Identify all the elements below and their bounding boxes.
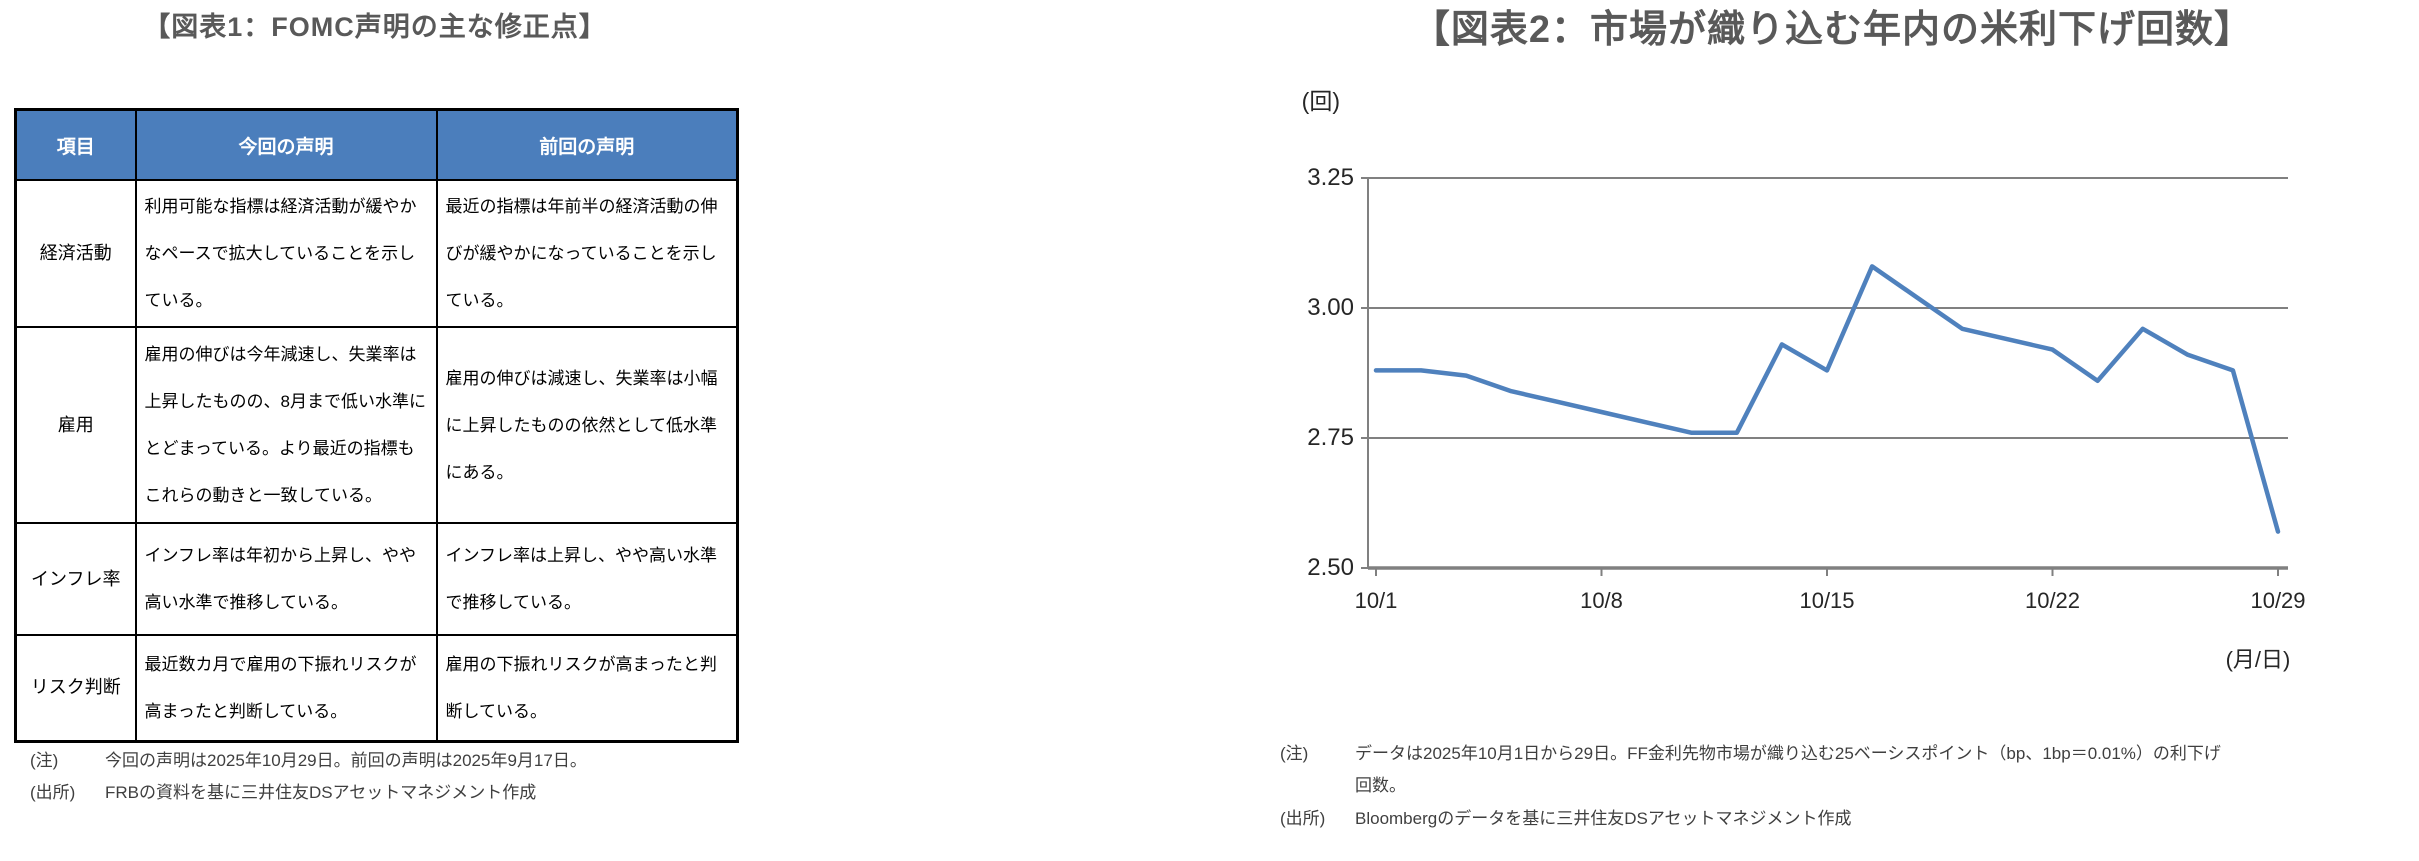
source-text: Bloombergのデータを基に三井住友DSアセットマネジメント作成: [1355, 808, 1852, 828]
item-cell: リスク判断: [14, 634, 137, 742]
figure1-title: 【図表1：FOMC声明の主な修正点】: [143, 12, 607, 42]
note-text: 今回の声明は2025年10月29日。前回の声明は2025年9月17日。: [105, 751, 587, 770]
x-tick-label: 10/22: [2024, 588, 2081, 613]
item-cell: インフレ率: [14, 522, 137, 636]
x-tick-label: 10/8: [1580, 588, 1623, 613]
line-chart-plot: [1361, 177, 2288, 576]
y-tick-label: 2.50: [1307, 554, 1354, 581]
previous-statement-cell: インフレ率は上昇し、やや高い水準で推移している。: [435, 522, 739, 636]
y-tick-label: 2.75: [1307, 424, 1354, 451]
x-tick-label: 10/29: [2250, 588, 2306, 613]
header-previous-statement: 前回の声明: [435, 108, 739, 181]
figure1-notes: (注) 今回の声明は2025年10月29日。前回の声明は2025年9月17日。 …: [30, 745, 730, 810]
y-tick-label: 3.25: [1307, 164, 1354, 191]
x-tick-label: 10/1: [1354, 588, 1398, 613]
y-axis-unit-label: (回): [1301, 88, 1340, 114]
source-text: FRBの資料を基に三井住友DSアセットマネジメント作成: [105, 783, 537, 803]
previous-statement-cell: 雇用の伸びは減速し、失業率は小幅に上昇したものの依然として低水準にある。: [435, 326, 739, 524]
table-row: 雇用 雇用の伸びは今年減速し、失業率は上昇したものの、8月まで低い水準にとどまっ…: [14, 326, 739, 524]
x-tick-label: 10/15: [1799, 588, 1855, 613]
figure1-panel: 【図表1：FOMC声明の主な修正点】 項目 今回の声明 前回の声明 経済活動 利…: [14, 10, 739, 850]
table-header-row: 項目 今回の声明 前回の声明: [14, 108, 739, 181]
note-label: (注): [1280, 744, 1309, 763]
note-label: (注): [30, 751, 59, 770]
item-cell: 雇用: [14, 326, 137, 524]
note-line: (注) データは2025年10月1日から29日。FF金利先物市場が織り込む25ベ…: [1280, 738, 2400, 803]
header-item: 項目: [14, 108, 137, 181]
x-axis-unit-label: (月/日): [2225, 647, 2291, 672]
note-text: データは2025年10月1日から29日。FF金利先物市場が織り込む25ベーシスポ…: [1355, 744, 2221, 796]
figure2-notes: (注) データは2025年10月1日から29日。FF金利先物市場が織り込む25ベ…: [1280, 738, 2400, 835]
note-line: (注) 今回の声明は2025年10月29日。前回の声明は2025年9月17日。: [30, 745, 730, 777]
figure2-title: 【図表2：市場が織り込む年内の米利下げ回数】: [1411, 9, 2254, 51]
current-statement-cell: インフレ率は年初から上昇し、やや高い水準で推移している。: [134, 522, 438, 636]
table-row: 経済活動 利用可能な指標は経済活動が緩やかなペースで拡大していることを示している…: [14, 179, 739, 328]
table-row: リスク判断 最近数カ月で雇用の下振れリスクが高まったと判断している。 雇用の下振…: [14, 634, 739, 742]
figure2-panel: 【図表2：市場が織り込む年内の米利下げ回数】 (回) (月/日) 3.25 3.0…: [1246, 8, 2419, 856]
chart-canvas: [1361, 177, 2288, 576]
header-current-statement: 今回の声明: [134, 108, 438, 181]
current-statement-cell: 雇用の伸びは今年減速し、失業率は上昇したものの、8月まで低い水準にとどまっている…: [134, 326, 438, 524]
source-line: (出所) FRBの資料を基に三井住友DSアセットマネジメント作成: [30, 777, 730, 809]
previous-statement-cell: 雇用の下振れリスクが高まったと判断している。: [435, 634, 739, 742]
item-cell: 経済活動: [14, 179, 137, 328]
current-statement-cell: 最近数カ月で雇用の下振れリスクが高まったと判断している。: [134, 634, 438, 742]
previous-statement-cell: 最近の指標は年前半の経済活動の伸びが緩やかになっていることを示している。: [435, 179, 739, 328]
source-label: (出所): [1280, 808, 1326, 828]
table-row: インフレ率 インフレ率は年初から上昇し、やや高い水準で推移している。 インフレ率…: [14, 522, 739, 636]
y-tick-label: 3.00: [1307, 294, 1354, 321]
rate-cut-line-chart: (回) (月/日) 3.25 3.00 2.75 2.50 10/1 10/8 10/15 1…: [1246, 8, 2419, 728]
current-statement-cell: 利用可能な指標は経済活動が緩やかなペースで拡大していることを示している。: [134, 179, 438, 328]
source-line: (出所) Bloombergのデータを基に三井住友DSアセットマネジメント作成: [1280, 803, 2400, 835]
source-label: (出所): [30, 783, 76, 803]
fomc-statement-table: 項目 今回の声明 前回の声明 経済活動 利用可能な指標は経済活動が緩やかなペース…: [14, 108, 739, 743]
